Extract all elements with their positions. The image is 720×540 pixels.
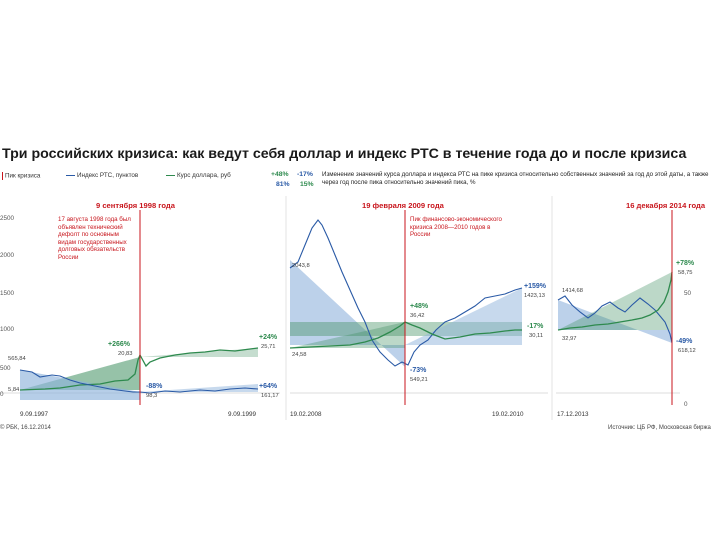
panel1-usd-line [19, 347, 259, 391]
panel1-date: 9 сентября 1998 года [96, 201, 175, 210]
panel1-ytick-2500: 2500 [0, 215, 15, 222]
panel3-ytick-0: 0 [684, 401, 688, 408]
panel2-rts-change-after-shade [405, 288, 522, 345]
panel2-usd-change-after: -17% [527, 323, 544, 330]
panel1-rts-line [19, 369, 259, 394]
panel1-ytick-500: 500 [0, 365, 11, 372]
panel1-rts-start-label: 565,84 [8, 356, 27, 362]
panel2-usd-change-before: +48% [410, 303, 429, 310]
panel3-rts-change-before-shade [558, 300, 672, 343]
panel2-rts-change-before-shade [290, 260, 405, 367]
peak-line-swatch [2, 172, 3, 180]
panel1-annotation: 17 августа 1998 года был объявлен технич… [58, 216, 131, 261]
legend-pct-up-usd: +48% [271, 171, 289, 178]
panel3-date: 16 декабря 2014 года [626, 201, 706, 210]
panel2-rts-peak-label: 549,21 [410, 377, 428, 383]
panel3-x-start: 17.12.2013 [557, 411, 589, 418]
panel1-rts-end-label: 161,17 [261, 393, 279, 399]
legend-pct-down-usd: 15% [300, 181, 314, 188]
footer-copyright: © РБК, 16.12.2014 [0, 425, 51, 431]
panel3-usd-change-before-shade [558, 272, 672, 330]
footer-source: Источник: ЦБ РФ, Московская биржа [608, 425, 711, 431]
legend-usd-label: Курс доллара, руб [177, 172, 231, 179]
panel3-rts-line [557, 295, 673, 344]
panel3-usd-peak-label: 58,75 [678, 270, 693, 276]
panel-2014: 1414,68 32,97 +78% 58,75 -49% 618,12 50 … [556, 210, 696, 418]
chart-title: Три российских кризиса: как ведут себя д… [2, 146, 687, 162]
legend-rts-label: Индекс РТС, пунктов [77, 172, 139, 179]
panel1-annotation-text: 17 августа 1998 года был объявлен технич… [58, 216, 131, 261]
panel2-annotation-text: Пик финансово-экономического кризиса 200… [410, 216, 502, 238]
panel2-usd-change-before-shade [290, 322, 405, 348]
legend-pct-up-rts: 81% [276, 181, 290, 188]
legend-note: Изменение значений курса доллара и индек… [322, 171, 709, 187]
legend-peak-label: Пик кризиса [5, 172, 41, 180]
panel2-usd-end-label: 30,11 [529, 333, 543, 339]
usd-line-swatch [166, 174, 175, 176]
legend-rts: Индекс РТС, пунктов [66, 172, 138, 179]
panel3-usd-line [557, 271, 673, 331]
panel2-date: 19 февраля 2009 года [362, 201, 444, 210]
panel1-rts-change-after: +64% [259, 383, 278, 390]
panel1-rts-change-before: -88% [146, 383, 163, 390]
panel1-usd-end-label: 25,71 [261, 344, 276, 350]
panel2-usd-peak-label: 36,42 [410, 313, 425, 319]
legend-peak: Пик кризиса [2, 172, 40, 180]
panel2-annotation: Пик финансово-экономического кризиса 200… [410, 216, 502, 238]
panel1-rts-change-after-shade [140, 384, 258, 392]
panel1-ytick-2000: 2000 [0, 252, 15, 259]
panel3-usd-change-before: +78% [676, 260, 695, 267]
panel3-rts-change-before: -49% [676, 338, 693, 345]
panel2-rts-start-label: 2043,8 [292, 263, 310, 269]
panel-1998: 2500 2000 1500 1000 500 0 17 августа 199… [0, 210, 280, 418]
legend-pct-down-rts: -17% [297, 171, 313, 178]
panel1-ytick-1500: 1500 [0, 290, 15, 297]
panel1-rts-peak-label: 98,3 [146, 393, 157, 399]
panel1-x-start: 9.09.1997 [20, 411, 49, 418]
panel2-usd-line [289, 321, 522, 349]
panel2-rts-end-label: 1423,13 [524, 293, 545, 299]
panel1-usd-change-after: +24% [259, 334, 278, 341]
panel2-x-start: 19.02.2008 [290, 411, 322, 418]
panel1-x-end: 9.09.1999 [228, 411, 257, 418]
legend-usd: Курс доллара, руб [166, 172, 231, 179]
panel2-usd-start-label: 24,58 [292, 352, 307, 358]
panel3-rts-start-label: 1414,68 [562, 288, 583, 294]
panel1-ytick-1000: 1000 [0, 326, 15, 333]
panel2-rts-change-after: +159% [524, 283, 547, 290]
panel2-x-end: 19.02.2010 [492, 411, 524, 418]
panel3-rts-peak-label: 618,12 [678, 348, 696, 354]
panel2-rts-line [289, 219, 523, 367]
rts-line-swatch [66, 174, 75, 176]
panel1-usd-start-label: 5,84 [8, 387, 20, 393]
panel3-usd-start-label: 32,97 [562, 336, 577, 342]
panel3-ytick-50: 50 [684, 290, 692, 297]
panel1-ytick-0: 0 [0, 391, 4, 398]
panel-2009: Пик финансово-экономического кризиса 200… [289, 210, 548, 418]
panel1-usd-peak-label: 20,83 [118, 351, 133, 357]
panel2-rts-change-before: -73% [410, 367, 427, 374]
panel1-usd-change-before: +266% [108, 341, 131, 348]
